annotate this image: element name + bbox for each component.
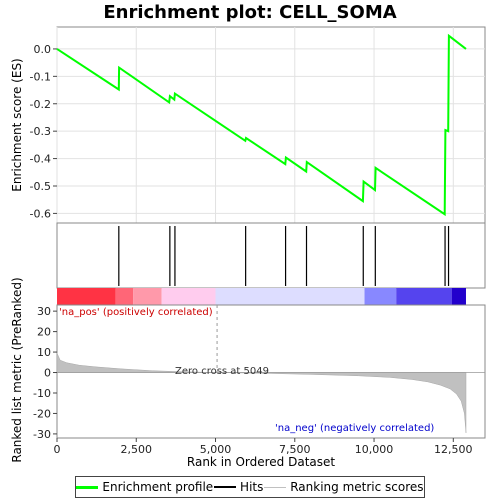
x-tick-label: 12,500 bbox=[434, 443, 473, 456]
es-y-tick-label: -0.1 bbox=[30, 70, 51, 83]
zero-cross-label: Zero cross at 5049 bbox=[175, 366, 269, 377]
es-y-label: Enrichment score (ES) bbox=[10, 58, 24, 191]
color-bar-segment bbox=[364, 288, 397, 305]
x-tick-label: 0 bbox=[54, 443, 61, 456]
metric-y-tick-label: -20 bbox=[33, 407, 51, 420]
es-y-tick-label: 0.0 bbox=[34, 43, 52, 56]
legend-item-ranking-metric: Ranking metric scores bbox=[264, 480, 424, 494]
x-tick-label: 10,000 bbox=[355, 443, 394, 456]
legend-swatch-enrichment-icon bbox=[76, 485, 99, 489]
es-y-ticks: 0.0 -0.1 -0.2 -0.3 -0.4 -0.5 -0.6 bbox=[30, 43, 57, 220]
es-panel bbox=[56, 26, 486, 224]
metric-y-tick-label: -10 bbox=[33, 387, 51, 400]
rank-color-bar bbox=[57, 288, 466, 305]
x-axis-label: Rank in Ordered Dataset bbox=[187, 455, 335, 469]
chart-title: Enrichment plot: CELL_SOMA bbox=[103, 2, 396, 23]
pos-correlated-label: 'na_pos' (positively correlated) bbox=[59, 307, 213, 318]
es-y-tick-label: -0.2 bbox=[30, 98, 51, 111]
legend-label: Hits bbox=[240, 480, 264, 494]
color-bar-segment bbox=[451, 288, 466, 305]
legend-swatch-hits-icon bbox=[214, 486, 237, 488]
legend: Enrichment profile Hits Ranking metric s… bbox=[75, 476, 425, 498]
es-y-tick-label: -0.3 bbox=[30, 125, 51, 138]
color-bar-segment bbox=[161, 288, 216, 305]
color-bar-segment bbox=[215, 288, 365, 305]
hits-markers bbox=[118, 226, 450, 286]
legend-label: Enrichment profile bbox=[102, 480, 214, 494]
metric-y-tick-label: 0 bbox=[44, 367, 51, 380]
es-y-tick-label: -0.4 bbox=[30, 153, 51, 166]
color-bar-segment bbox=[115, 288, 134, 305]
color-bar-segment bbox=[133, 288, 162, 305]
metric-y-ticks: 30 20 10 0 -10 -20 -30 bbox=[33, 305, 57, 441]
es-y-tick-label: -0.6 bbox=[30, 207, 51, 220]
ranking-metric-area bbox=[56, 352, 467, 433]
x-tick-label: 2,500 bbox=[121, 443, 153, 456]
enrichment-profile-line bbox=[56, 33, 467, 217]
es-gridlines bbox=[56, 27, 485, 223]
x-tick-label: 7,500 bbox=[279, 443, 311, 456]
legend-swatch-metric-icon bbox=[264, 486, 287, 488]
x-axis-ticks: 0 2,500 5,000 7,500 10,000 12,500 bbox=[54, 438, 473, 456]
legend-item-hits: Hits bbox=[214, 480, 263, 494]
metric-y-tick-label: 20 bbox=[37, 326, 51, 339]
hits-panel bbox=[56, 222, 486, 289]
x-tick-label: 5,000 bbox=[200, 443, 232, 456]
color-bar-segment bbox=[396, 288, 452, 305]
legend-label: Ranking metric scores bbox=[290, 480, 424, 494]
legend-item-enrichment-profile: Enrichment profile bbox=[76, 480, 213, 494]
metric-y-tick-label: -30 bbox=[33, 428, 51, 441]
es-y-tick-label: -0.5 bbox=[30, 180, 51, 193]
metric-y-tick-label: 10 bbox=[37, 346, 51, 359]
color-bar-segment bbox=[57, 288, 116, 305]
neg-correlated-label: 'na_neg' (negatively correlated) bbox=[275, 423, 434, 434]
metric-y-label: Ranked list metric (PreRanked) bbox=[10, 277, 24, 462]
metric-y-tick-label: 30 bbox=[37, 305, 51, 318]
